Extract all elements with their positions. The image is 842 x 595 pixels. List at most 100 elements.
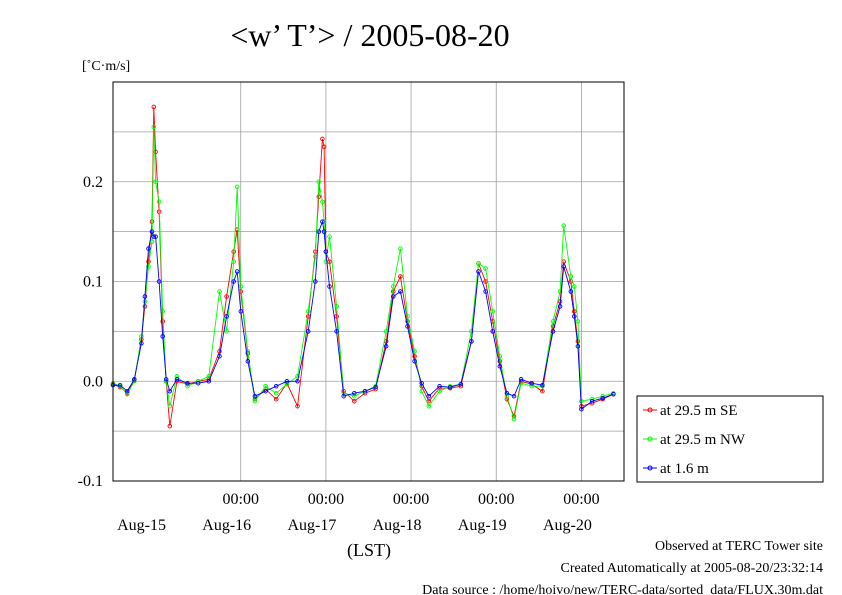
data-point — [469, 339, 474, 344]
data-point — [151, 104, 157, 110]
data-point — [238, 309, 244, 314]
data-point — [284, 379, 290, 384]
data-point — [195, 380, 201, 386]
legend-swatch-marker — [647, 465, 653, 471]
data-point — [263, 388, 268, 394]
data-point — [575, 319, 581, 324]
data-point — [320, 199, 325, 204]
data-point — [426, 403, 432, 409]
x-tick-labels: 00:00 00:00 00:00 00:00 00:00 Aug-15 Aug-16 Aug… — [117, 491, 600, 534]
data-point — [405, 319, 410, 324]
data-point — [320, 219, 325, 224]
data-point — [139, 341, 144, 346]
data-point — [550, 329, 556, 334]
data-point — [295, 379, 300, 384]
series-layer — [110, 104, 616, 429]
data-point — [151, 124, 157, 130]
data-point — [156, 199, 162, 204]
series-0 — [110, 104, 616, 429]
data-point — [151, 234, 157, 239]
data-point — [518, 377, 524, 382]
data-point — [589, 398, 595, 404]
data-point — [167, 423, 173, 429]
legend-swatch-marker — [647, 407, 653, 413]
data-point — [224, 314, 229, 319]
data-point — [579, 406, 584, 412]
data-point — [568, 289, 574, 294]
footer-datasource: Data source : /home/hoivo/new/TERC-data/… — [422, 583, 823, 595]
data-point — [447, 384, 453, 390]
data-point — [231, 279, 236, 284]
data-point — [426, 393, 432, 399]
data-point — [398, 289, 403, 294]
data-point — [185, 380, 190, 386]
data-point — [149, 229, 155, 234]
legend-label: at 29.5 m SE — [660, 403, 738, 419]
data-point — [273, 383, 279, 389]
data-point — [174, 374, 180, 379]
data-point — [511, 393, 517, 399]
data-point — [352, 393, 357, 399]
data-point — [316, 194, 322, 199]
data-point — [561, 223, 566, 228]
data-point — [373, 384, 378, 390]
x-time-tick-label: 00:00 — [223, 491, 259, 508]
data-point — [476, 269, 481, 274]
data-point — [273, 396, 279, 402]
x-axis-label: (LST) — [347, 540, 391, 561]
data-point — [391, 289, 396, 294]
data-point — [295, 403, 300, 409]
data-point — [469, 329, 474, 334]
data-point — [245, 359, 251, 364]
data-point — [217, 349, 222, 354]
data-point — [146, 264, 151, 269]
footer-created: Created Automatically at 2005-08-20/23:3… — [561, 561, 823, 576]
data-point — [153, 179, 158, 184]
data-point — [224, 329, 229, 334]
data-point — [321, 229, 327, 234]
series-1 — [110, 124, 616, 422]
data-point — [327, 284, 332, 289]
data-point — [497, 359, 503, 364]
data-point — [572, 284, 577, 289]
data-point — [490, 309, 495, 314]
data-point — [476, 261, 481, 266]
data-point — [511, 416, 517, 422]
x-time-tick-label: 00:00 — [563, 491, 599, 508]
data-point — [323, 249, 329, 254]
data-point — [398, 246, 403, 251]
series-line — [112, 106, 614, 427]
data-point — [313, 279, 318, 284]
data-point — [217, 289, 222, 294]
data-point — [575, 344, 581, 349]
data-point — [405, 324, 410, 329]
data-point — [426, 398, 432, 404]
data-point — [334, 329, 339, 334]
data-point — [217, 354, 222, 359]
data-point — [295, 374, 300, 379]
footer-site: Observed at TERC Tower site — [655, 539, 823, 554]
series-line — [112, 126, 614, 420]
data-point — [398, 274, 403, 279]
data-point — [352, 390, 357, 396]
data-point — [391, 294, 396, 299]
x-date-label: Aug-19 — [458, 517, 507, 534]
plot-frame — [112, 81, 625, 482]
data-point — [153, 234, 158, 239]
data-point — [437, 383, 442, 389]
x-date-label: Aug-15 — [117, 517, 166, 534]
data-point — [252, 393, 258, 399]
data-point — [540, 382, 545, 388]
data-point — [124, 388, 130, 394]
data-point — [572, 314, 577, 319]
data-point — [327, 234, 332, 239]
legend: at 29.5 m SE at 29.5 m NW at 1.6 m — [636, 395, 824, 483]
data-point — [132, 377, 137, 382]
x-date-label: Aug-18 — [373, 517, 422, 534]
y-tick-label: -0.1 — [78, 473, 103, 490]
data-point — [419, 380, 424, 386]
data-point — [163, 377, 169, 382]
data-point — [437, 388, 442, 394]
data-point — [352, 398, 357, 404]
